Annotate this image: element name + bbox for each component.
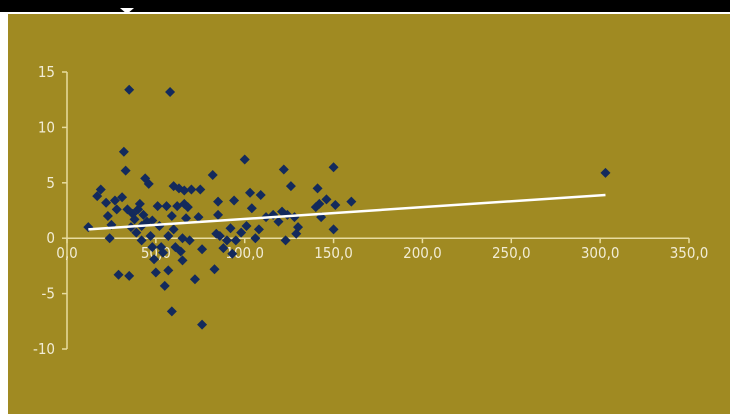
data-point <box>163 230 174 241</box>
data-point <box>181 213 192 224</box>
y-tick-label: -5 <box>42 285 55 303</box>
data-point <box>197 319 208 330</box>
x-tick-label: 100,0 <box>225 244 264 262</box>
data-point <box>134 198 145 209</box>
data-point <box>285 181 296 192</box>
y-tick-label: -10 <box>33 340 55 358</box>
x-tick-label: 250,0 <box>492 244 531 262</box>
data-point <box>83 222 94 233</box>
data-point <box>131 227 142 238</box>
data-point <box>145 230 156 241</box>
data-point <box>314 198 325 209</box>
data-point <box>186 184 197 195</box>
data-point <box>189 274 200 285</box>
data-point <box>280 235 291 246</box>
y-tick-label: 5 <box>46 174 55 192</box>
data-point <box>207 170 218 181</box>
data-point <box>168 224 179 235</box>
data-point <box>117 192 128 203</box>
data-point <box>218 243 229 254</box>
data-point <box>213 196 224 207</box>
data-point <box>147 215 158 226</box>
y-tick-label: 15 <box>38 63 55 81</box>
data-point <box>118 146 129 157</box>
top-bar <box>0 0 730 12</box>
data-point <box>195 184 206 195</box>
data-point <box>175 246 186 257</box>
data-point <box>214 230 225 241</box>
y-tick-label: 10 <box>38 118 55 136</box>
data-point <box>143 178 154 189</box>
data-point <box>312 183 323 194</box>
data-point <box>182 202 193 213</box>
data-point <box>166 211 177 222</box>
data-point <box>150 267 161 278</box>
data-point <box>229 195 240 206</box>
data-point <box>124 84 135 95</box>
data-point <box>193 212 204 223</box>
data-point <box>330 199 341 210</box>
data-point <box>166 306 177 317</box>
data-point <box>101 197 112 208</box>
data-point <box>149 254 160 265</box>
data-point <box>129 214 140 225</box>
x-tick-label: 300,0 <box>581 244 620 262</box>
x-tick-label: 350,0 <box>670 244 709 262</box>
data-point <box>225 223 236 234</box>
data-point <box>184 235 195 246</box>
data-point <box>113 269 124 280</box>
data-point <box>95 184 106 195</box>
data-point <box>92 191 103 202</box>
data-point <box>147 242 158 253</box>
data-point <box>250 233 261 244</box>
data-point <box>179 185 190 196</box>
data-point <box>161 201 172 212</box>
data-point <box>253 224 264 235</box>
x-tick-label: 200,0 <box>403 244 442 262</box>
data-point <box>209 264 220 275</box>
data-point <box>109 195 120 206</box>
data-point <box>124 270 135 281</box>
data-point <box>221 235 232 246</box>
data-point <box>177 255 188 266</box>
data-point <box>321 194 332 205</box>
tab-pointer-icon <box>120 8 134 14</box>
data-point <box>227 248 238 259</box>
data-point <box>236 227 247 238</box>
data-point <box>346 196 357 207</box>
trendline <box>88 193 606 231</box>
data-point <box>136 235 147 246</box>
data-point <box>255 189 266 200</box>
data-point <box>273 216 284 227</box>
data-point <box>213 209 224 220</box>
data-point <box>293 222 304 233</box>
data-point <box>165 86 176 97</box>
data-point <box>102 211 113 222</box>
data-point <box>120 165 131 176</box>
data-point <box>245 187 256 198</box>
data-point <box>197 244 208 255</box>
data-point <box>138 209 149 220</box>
data-point <box>230 235 241 246</box>
data-point <box>163 265 174 276</box>
data-point <box>241 221 252 232</box>
data-point <box>152 201 163 212</box>
data-point <box>159 280 170 291</box>
chart-panel: 15 10 5 0 -5 -10 0,0 50,0 100,0 150,0 200,0 250,0 30… <box>8 14 730 414</box>
data-point <box>328 162 339 173</box>
data-point <box>239 154 250 165</box>
data-point <box>328 224 339 235</box>
data-point <box>157 247 168 258</box>
data-point <box>104 233 115 244</box>
data-point <box>246 203 257 214</box>
x-tick-label: 0,0 <box>56 244 77 262</box>
data-point <box>278 164 289 175</box>
data-point <box>111 204 122 215</box>
data-point <box>600 167 611 178</box>
x-tick-label: 150,0 <box>314 244 353 262</box>
y-tick-label: 0 <box>46 229 55 247</box>
